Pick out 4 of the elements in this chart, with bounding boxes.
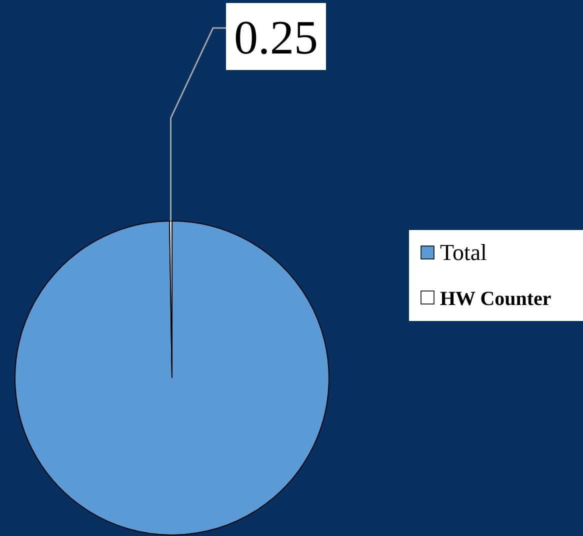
legend-label: Total (440, 240, 487, 265)
legend-label: HW Counter (440, 288, 552, 310)
pie-slice (14, 220, 330, 536)
data-label: 0.25 (234, 12, 318, 64)
